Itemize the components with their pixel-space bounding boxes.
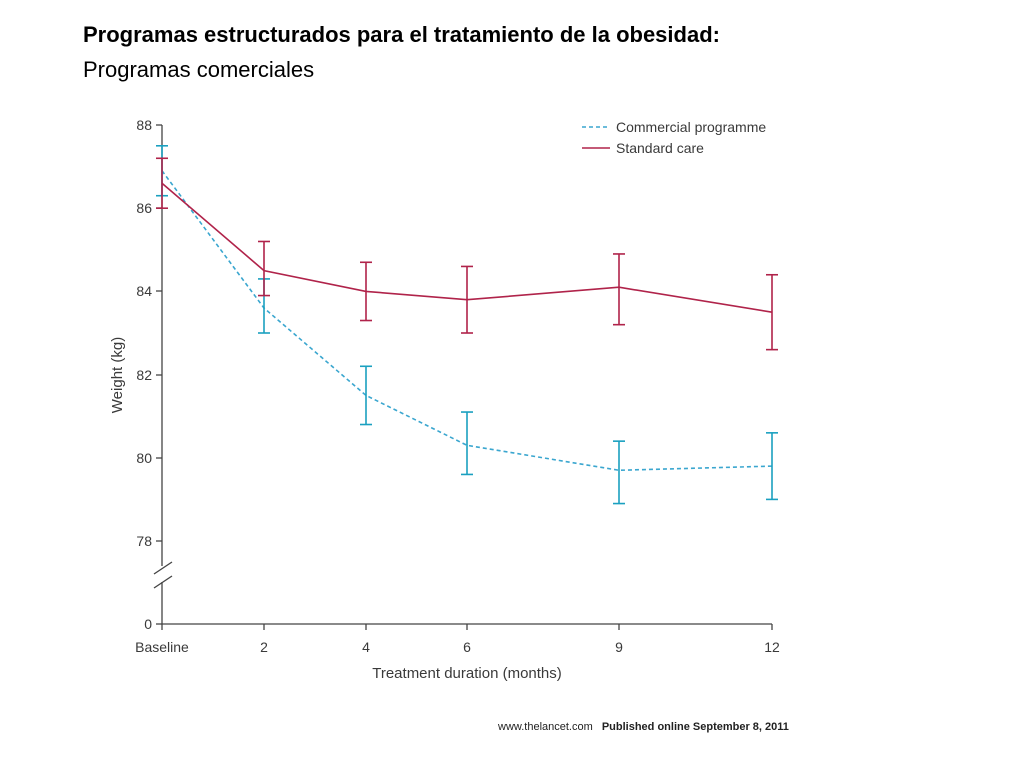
series-line-1 <box>161 182 773 313</box>
slide-subtitle: Programas comerciales <box>83 57 315 82</box>
y-tick-label: 88 <box>136 117 152 133</box>
axis-break-mark <box>153 575 173 589</box>
y-tick-label: 0 <box>144 616 152 632</box>
series-line-0 <box>161 170 773 472</box>
y-axis-label: Weight (kg) <box>109 337 126 413</box>
axis-break-mark <box>153 561 173 575</box>
y-tick-label: 84 <box>136 283 152 299</box>
x-axis-label: Treatment duration (months) <box>372 665 562 682</box>
x-tick-label: Baseline <box>135 639 189 655</box>
source-credit: www.thelancet.com Published online Septe… <box>498 721 789 733</box>
slide-title: Programas estructurados para el tratamie… <box>83 22 720 47</box>
x-tick-label: 6 <box>463 639 471 655</box>
y-tick-label: 78 <box>136 533 152 549</box>
x-tick-label: 2 <box>260 639 268 655</box>
x-tick-label: 4 <box>362 639 370 655</box>
legend-label: Standard care <box>616 140 704 156</box>
source-site: www.thelancet.com <box>498 721 593 733</box>
legend-label: Commercial programme <box>616 119 766 135</box>
x-tick-label: 12 <box>764 639 780 655</box>
y-tick-label: 80 <box>136 450 152 466</box>
y-tick-label: 86 <box>136 200 152 216</box>
publication-date: Published online September 8, 2011 <box>601 721 789 733</box>
x-tick-label: 9 <box>615 639 623 655</box>
y-tick-label: 82 <box>136 367 152 383</box>
